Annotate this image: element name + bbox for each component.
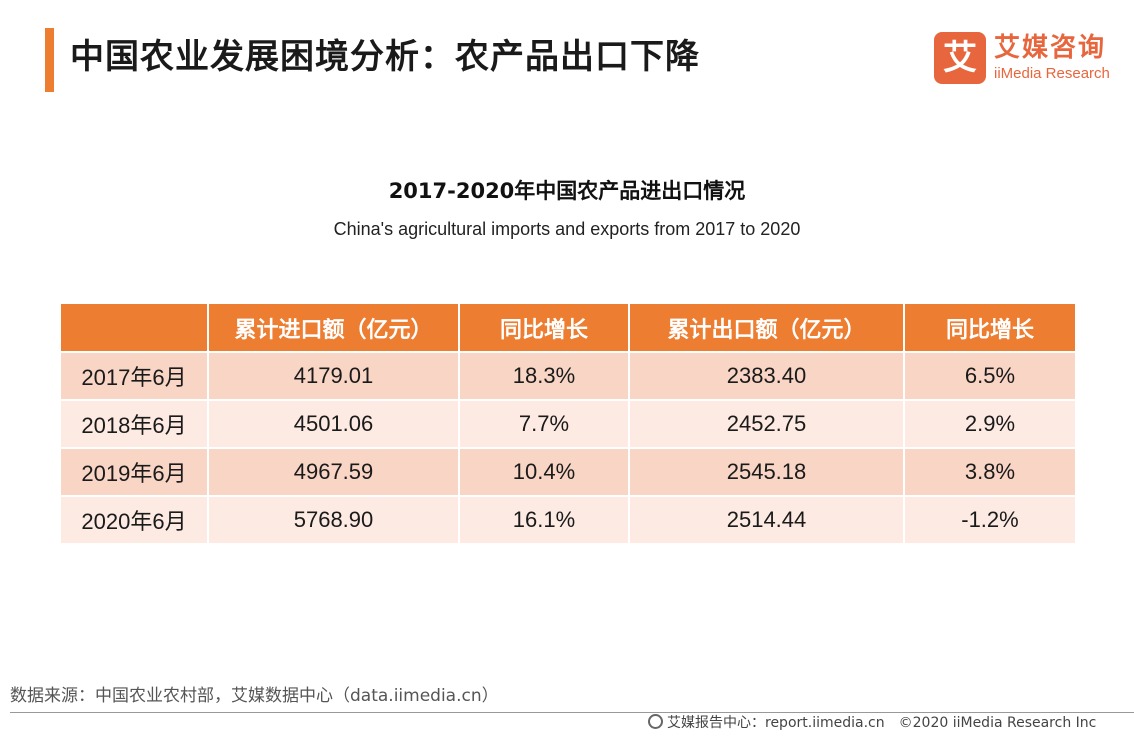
table-row: 2017年6月 4179.01 18.3% 2383.40 6.5% (61, 352, 1075, 401)
chart-subtitle: China's agricultural imports and exports… (333, 219, 801, 239)
import-value-cell: 4179.01 (208, 352, 460, 401)
iimedia-logo: 艾 艾媒咨询 iiMedia Research (934, 32, 1114, 86)
header-export-growth: 同比增长 (904, 304, 1075, 353)
export-growth-cell: 3.8% (904, 448, 1075, 497)
import-growth-cell: 18.3% (459, 352, 630, 401)
row-period: 2018年6月 (61, 400, 209, 449)
import-value-cell: 4501.06 (208, 400, 460, 449)
export-value-cell: 2452.75 (629, 400, 905, 449)
row-period: 2017年6月 (61, 352, 209, 401)
chart-title: 2017-2020年中国农产品进出口情况 (388, 179, 746, 203)
page-title: 中国农业发展困境分析：农产品出口下降 (70, 37, 700, 77)
import-growth-cell: 10.4% (459, 448, 630, 497)
data-source-note: 数据来源：中国农业农村部，艾媒数据中心（data.iimedia.cn） (10, 686, 499, 706)
globe-icon (648, 714, 663, 729)
import-value-cell: 4967.59 (208, 448, 460, 497)
import-growth-cell: 7.7% (459, 400, 630, 449)
import-value-cell: 5768.90 (208, 496, 460, 545)
row-period: 2020年6月 (61, 496, 209, 545)
table-row: 2019年6月 4967.59 10.4% 2545.18 3.8% (61, 448, 1075, 497)
logo-chinese-name: 艾媒咨询 (994, 33, 1107, 63)
logo-english-name: iiMedia Research (994, 65, 1110, 82)
table-row: 2020年6月 5768.90 16.1% 2514.44 -1.2% (61, 496, 1075, 545)
report-center-link[interactable]: 艾媒报告中心：report.iimedia.cn (667, 715, 885, 731)
header-export-value: 累计出口额（亿元） (629, 304, 905, 353)
logo-mark: 艾 (934, 32, 986, 84)
header-period (61, 304, 209, 353)
header-import-growth: 同比增长 (459, 304, 630, 353)
export-value-cell: 2514.44 (629, 496, 905, 545)
row-period: 2019年6月 (61, 448, 209, 497)
table-header-row: 累计进口额（亿元） 同比增长 累计出口额（亿元） 同比增长 (61, 304, 1075, 353)
title-accent-bar (45, 28, 54, 92)
export-value-cell: 2383.40 (629, 352, 905, 401)
header-import-value: 累计进口额（亿元） (208, 304, 460, 353)
footer: 艾媒报告中心：report.iimedia.cn ©2020 iiMedia Re… (648, 713, 1096, 733)
export-growth-cell: -1.2% (904, 496, 1075, 545)
footer-divider (10, 712, 1134, 713)
import-export-table: 累计进口额（亿元） 同比增长 累计出口额（亿元） 同比增长 2017年6月 41… (61, 304, 1075, 545)
import-growth-cell: 16.1% (459, 496, 630, 545)
export-growth-cell: 6.5% (904, 352, 1075, 401)
export-value-cell: 2545.18 (629, 448, 905, 497)
table-row: 2018年6月 4501.06 7.7% 2452.75 2.9% (61, 400, 1075, 449)
export-growth-cell: 2.9% (904, 400, 1075, 449)
copyright-text: ©2020 iiMedia Research Inc (898, 715, 1097, 731)
